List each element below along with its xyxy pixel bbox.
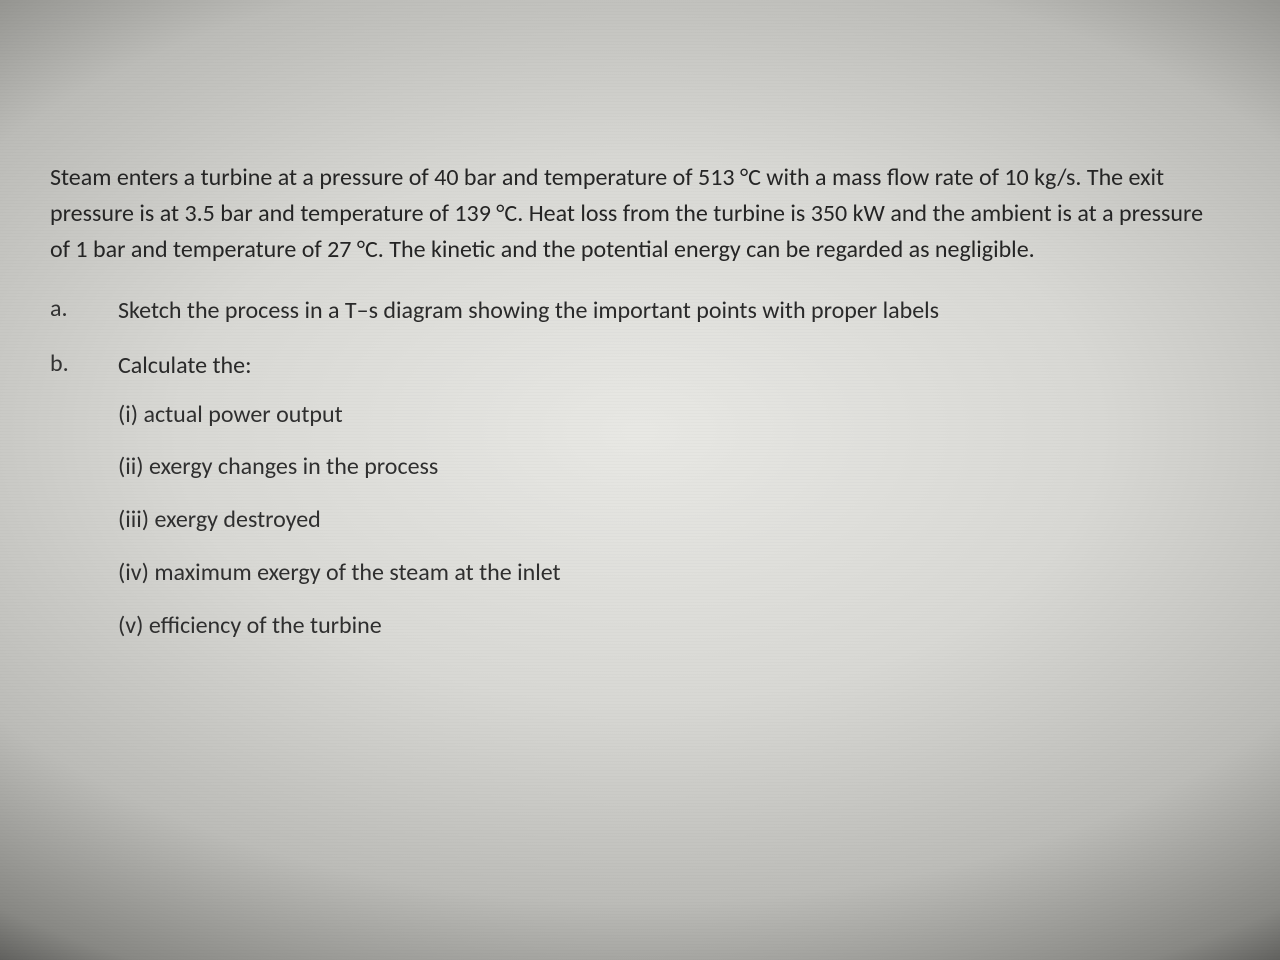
- subitem-label: (i): [118, 400, 138, 429]
- subitem-label: (v): [118, 611, 143, 640]
- subitem-text: exergy destroyed: [155, 505, 321, 534]
- question-intro: Steam enters a turbine at a pressure of …: [50, 160, 1210, 268]
- subitem-label: (ii): [118, 452, 144, 481]
- subitem-text: efficiency of the turbine: [149, 611, 382, 640]
- subitem: (v) efficiency of the turbine: [118, 609, 1210, 644]
- subitem: (i) actual power output: [118, 398, 1210, 433]
- part-text: Sketch the process in a T–s diagram show…: [118, 294, 1210, 329]
- part-a: a. Sketch the process in a T–s diagram s…: [50, 294, 1210, 329]
- subitem: (ii) exergy changes in the process: [118, 450, 1210, 485]
- subitem-text: exergy changes in the process: [149, 452, 438, 481]
- question-parts: a. Sketch the process in a T–s diagram s…: [50, 294, 1210, 662]
- part-label: b.: [50, 349, 118, 378]
- subitem: (iii) exergy destroyed: [118, 503, 1210, 538]
- subitem-text: maximum exergy of the steam at the inlet: [154, 558, 560, 587]
- question-page: Steam enters a turbine at a pressure of …: [50, 160, 1210, 682]
- subitem-label: (iii): [118, 505, 149, 534]
- part-label: a.: [50, 294, 118, 323]
- subitem: (iv) maximum exergy of the steam at the …: [118, 556, 1210, 591]
- part-body: Calculate the: (i) actual power output (…: [118, 349, 1210, 662]
- part-b: b. Calculate the: (i) actual power outpu…: [50, 349, 1210, 662]
- part-text: Calculate the:: [118, 351, 252, 380]
- subitems: (i) actual power output (ii) exergy chan…: [118, 398, 1210, 644]
- subitem-text: actual power output: [144, 400, 343, 429]
- subitem-label: (iv): [118, 558, 149, 587]
